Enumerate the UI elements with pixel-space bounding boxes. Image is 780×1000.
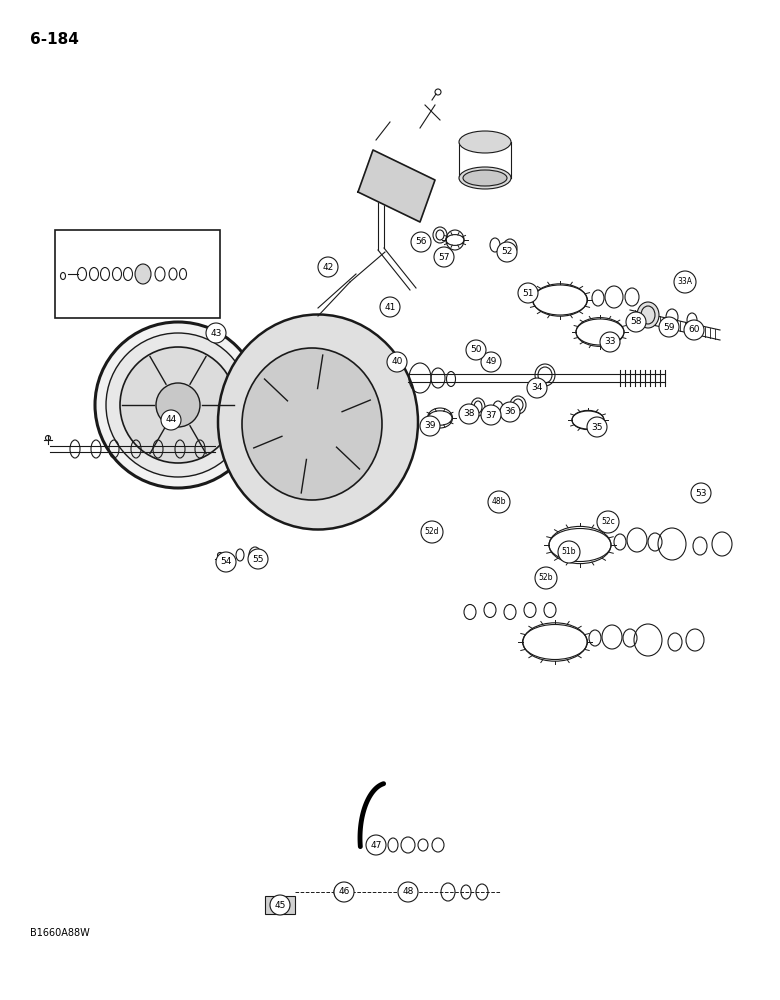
Circle shape	[691, 483, 711, 503]
Text: 49: 49	[485, 358, 497, 366]
Text: 47: 47	[370, 840, 381, 850]
Circle shape	[434, 247, 454, 267]
Circle shape	[366, 835, 386, 855]
Text: 54: 54	[220, 558, 232, 566]
Circle shape	[216, 552, 236, 572]
Text: 52c: 52c	[601, 518, 615, 526]
Polygon shape	[358, 150, 435, 222]
Text: 51: 51	[523, 288, 534, 298]
Text: 33A: 33A	[678, 277, 693, 286]
Text: 38: 38	[463, 410, 475, 418]
Circle shape	[248, 549, 268, 569]
Text: B1660A88W: B1660A88W	[30, 928, 90, 938]
Circle shape	[120, 347, 236, 463]
Ellipse shape	[463, 170, 507, 186]
Circle shape	[380, 297, 400, 317]
Circle shape	[106, 333, 250, 477]
Circle shape	[466, 340, 486, 360]
Circle shape	[421, 521, 443, 543]
Circle shape	[488, 491, 510, 513]
Circle shape	[626, 312, 646, 332]
Text: 52b: 52b	[539, 574, 553, 582]
Ellipse shape	[637, 302, 659, 328]
Circle shape	[206, 323, 226, 343]
Circle shape	[500, 402, 520, 422]
Text: 55: 55	[252, 554, 264, 564]
Circle shape	[527, 378, 547, 398]
Circle shape	[684, 320, 704, 340]
Circle shape	[95, 322, 261, 488]
Text: 39: 39	[424, 422, 436, 430]
Circle shape	[334, 882, 354, 902]
Text: 43: 43	[211, 328, 222, 338]
Text: 35: 35	[591, 422, 603, 432]
Text: 33: 33	[604, 338, 615, 347]
Circle shape	[481, 352, 501, 372]
Circle shape	[411, 232, 431, 252]
Circle shape	[587, 417, 607, 437]
Text: 58: 58	[630, 318, 642, 326]
Circle shape	[420, 416, 440, 436]
Text: 42: 42	[322, 262, 334, 271]
Text: 53: 53	[695, 488, 707, 497]
Circle shape	[318, 257, 338, 277]
Circle shape	[497, 242, 517, 262]
Text: 52d: 52d	[425, 528, 439, 536]
Text: 46: 46	[339, 888, 349, 896]
Text: 52: 52	[502, 247, 512, 256]
Text: 6-184: 6-184	[30, 32, 79, 47]
Circle shape	[459, 404, 479, 424]
Text: 56: 56	[415, 237, 427, 246]
Text: 40: 40	[392, 358, 402, 366]
Text: 50: 50	[470, 346, 482, 355]
Bar	[265, 896, 295, 914]
Text: 44: 44	[165, 416, 176, 424]
Text: 48: 48	[402, 888, 413, 896]
Bar	[55, 230, 220, 318]
Text: 48b: 48b	[491, 497, 506, 506]
Circle shape	[600, 332, 620, 352]
Text: 59: 59	[663, 322, 675, 332]
Ellipse shape	[459, 131, 511, 153]
Text: 41: 41	[385, 302, 395, 312]
Circle shape	[387, 352, 407, 372]
Circle shape	[558, 541, 580, 563]
Circle shape	[270, 895, 290, 915]
Ellipse shape	[218, 314, 418, 530]
Circle shape	[597, 511, 619, 533]
Text: 45: 45	[275, 900, 285, 910]
Text: 57: 57	[438, 252, 450, 261]
Text: 37: 37	[485, 410, 497, 420]
Circle shape	[161, 410, 181, 430]
Text: 60: 60	[688, 326, 700, 334]
Ellipse shape	[135, 264, 151, 284]
Text: 34: 34	[531, 383, 543, 392]
Circle shape	[398, 882, 418, 902]
Circle shape	[674, 271, 696, 293]
Ellipse shape	[242, 348, 382, 500]
Text: 36: 36	[504, 408, 516, 416]
Circle shape	[518, 283, 538, 303]
Circle shape	[535, 567, 557, 589]
Circle shape	[481, 405, 501, 425]
Text: 51b: 51b	[562, 548, 576, 556]
Circle shape	[156, 383, 200, 427]
Ellipse shape	[459, 167, 511, 189]
Circle shape	[659, 317, 679, 337]
